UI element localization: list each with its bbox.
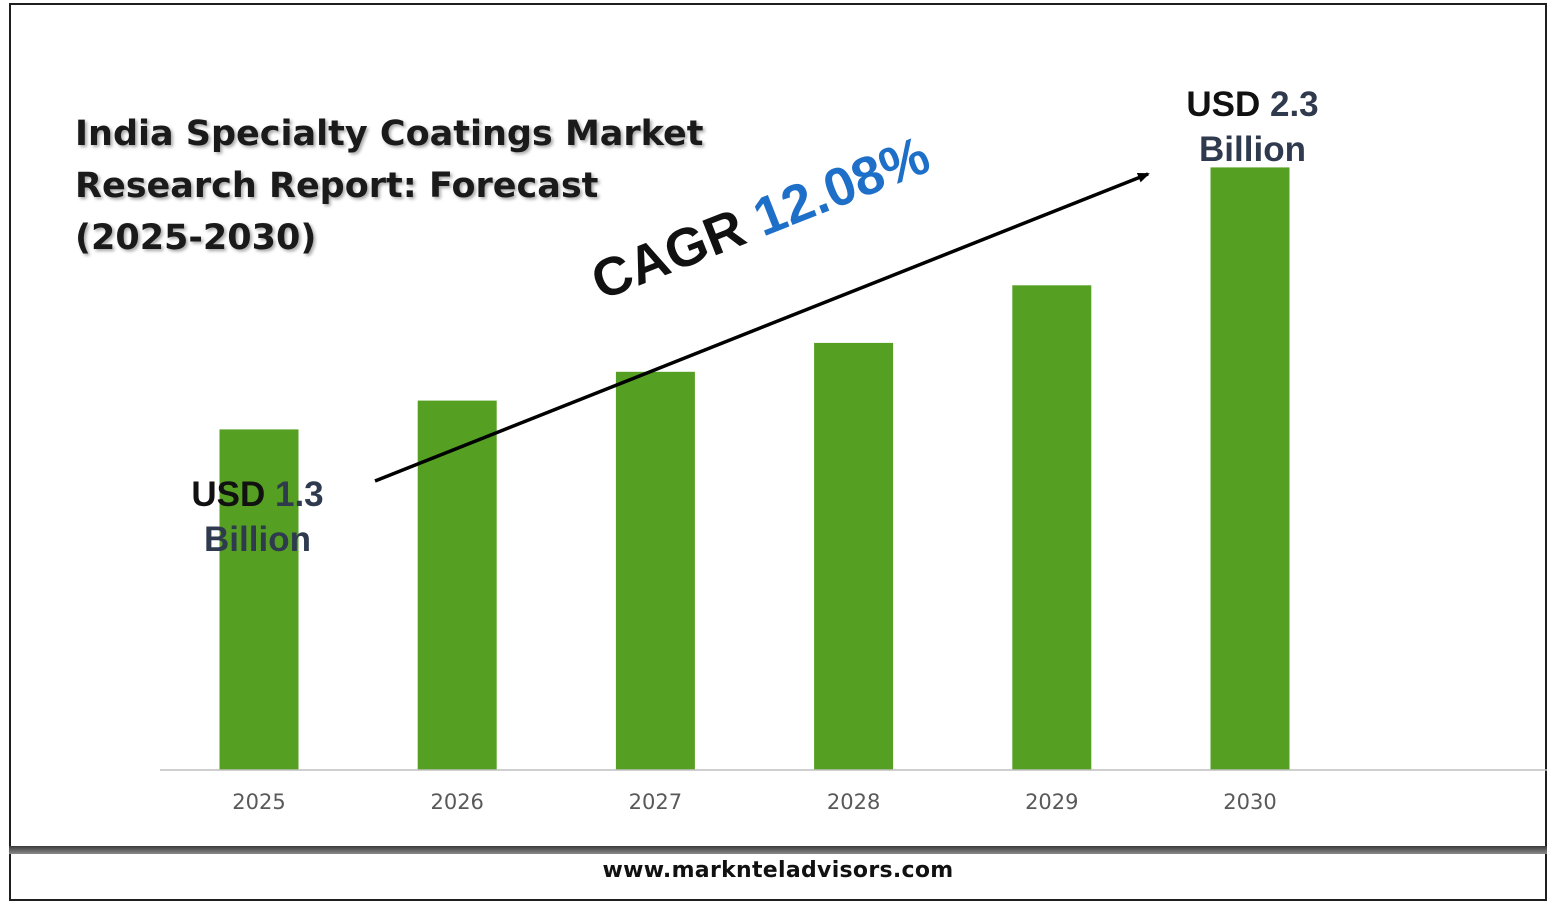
- x-tick-label-2026: 2026: [430, 790, 483, 814]
- end-unit: Billion: [1199, 130, 1306, 169]
- end-prefix: USD: [1186, 85, 1261, 124]
- x-tick-label-2029: 2029: [1025, 790, 1078, 814]
- start-unit: Billion: [204, 520, 311, 559]
- end-value: 2.3: [1269, 85, 1319, 124]
- chart-title: India Specialty Coatings Market Research…: [75, 108, 715, 264]
- start-prefix: USD: [191, 475, 266, 514]
- start-value-callout: USD 1.3 Billion: [170, 472, 345, 562]
- title-line-3: (2025-2030): [75, 218, 317, 258]
- title-line-2: Research Report: Forecast: [75, 166, 599, 206]
- x-tick-label-2025: 2025: [232, 790, 285, 814]
- bar-2028: [814, 342, 894, 770]
- x-axis-ticks: 2025 2026 2027 2028 2029 2030: [232, 790, 1276, 814]
- footer-bar: [9, 846, 1547, 854]
- bar-2025: [219, 429, 299, 770]
- bar-2030: [1210, 167, 1290, 770]
- bars-group: [219, 167, 1290, 770]
- cagr-trend-arrow: [374, 172, 1150, 483]
- x-tick-label-2027: 2027: [629, 790, 682, 814]
- bar-2029: [1012, 285, 1092, 770]
- end-value-callout: USD 2.3 Billion: [1165, 82, 1340, 172]
- bar-2027: [615, 371, 695, 770]
- title-line-1: India Specialty Coatings Market: [75, 114, 704, 154]
- x-tick-label-2030: 2030: [1223, 790, 1276, 814]
- bar-2026: [417, 400, 497, 770]
- start-value: 1.3: [274, 475, 324, 514]
- x-tick-label-2028: 2028: [827, 790, 880, 814]
- footer-website: www.marknteladvisors.com: [602, 858, 954, 883]
